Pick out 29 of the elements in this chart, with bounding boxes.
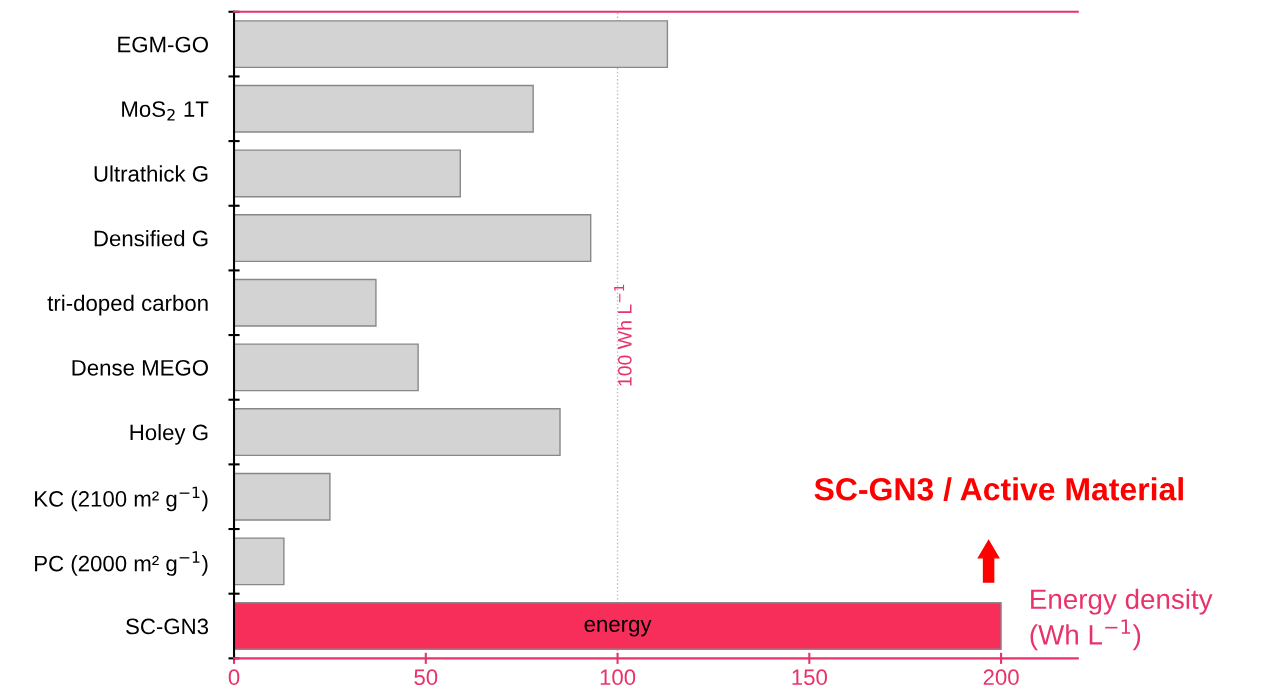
bar	[234, 537, 285, 586]
annotation: energy	[584, 619, 652, 637]
x-tick-label: 0	[228, 669, 240, 686]
bar	[234, 149, 461, 198]
x-tick-label: 200	[983, 669, 1019, 686]
y-tick-label: Densified G	[94, 230, 208, 247]
y-tick-label: EGM-GO	[118, 36, 208, 53]
y-tick-label: PC (2000 m² g$^{−1}$)	[35, 551, 208, 576]
y-tick-label: Dense MEGO	[72, 359, 208, 376]
ref-line-label: 100 Wh L$^{−1}$	[614, 284, 632, 386]
bar	[234, 343, 419, 392]
bar	[234, 20, 669, 69]
y-tick-label: KC (2100 m² g$^{−1}$)	[35, 486, 208, 512]
y-tick-label: Ultrathick G	[94, 165, 208, 182]
y-tick-label: Holey G	[130, 424, 208, 445]
x-tick-label: 150	[792, 669, 827, 686]
y-tick-label: MoS$_{2}$ 1T	[122, 101, 209, 121]
bar	[234, 84, 534, 133]
bar	[234, 472, 331, 521]
y-tick-label: SC-GN3	[126, 618, 209, 635]
bar	[234, 602, 1002, 650]
x-tick-label: 100	[600, 669, 636, 686]
x-tick-label: 50	[414, 669, 438, 686]
annotation: SC-GN3 / Active Material	[814, 477, 1183, 501]
bar	[234, 278, 377, 327]
y-tick-label: tri-doped carbon	[47, 294, 208, 316]
bar	[234, 408, 561, 457]
x-axis-title: Energy density (Wh L$^{−1}$)	[1030, 588, 1213, 651]
bar	[234, 214, 592, 263]
